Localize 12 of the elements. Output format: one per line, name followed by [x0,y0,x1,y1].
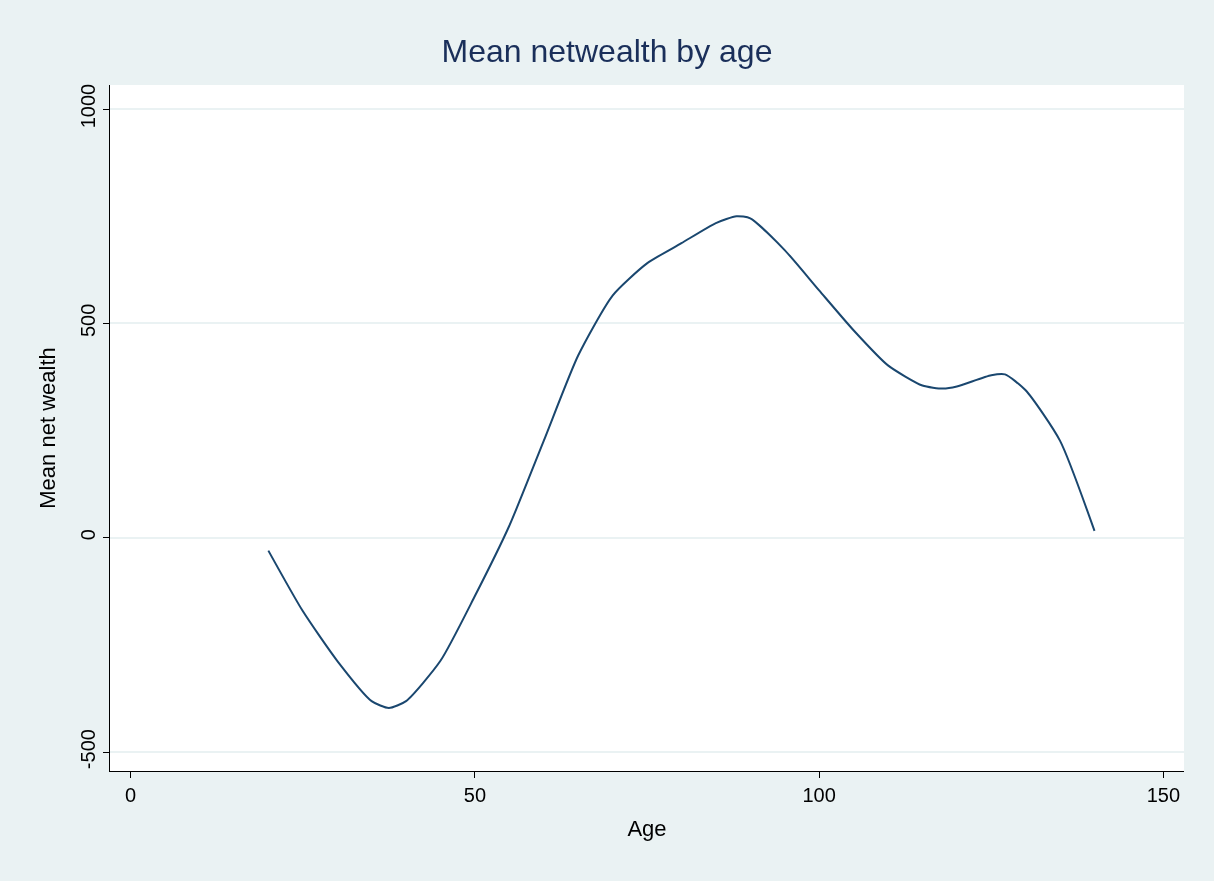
x-tick-label: 0 [125,784,137,806]
y-tick-label: 0 [77,529,99,541]
x-axis-title: Age [627,815,667,841]
x-tick-label: 150 [1146,784,1181,806]
y-tick-label: 1000 [77,83,99,129]
x-tick-label: 50 [463,784,487,806]
line-series [267,215,1096,709]
x-tick-label: 100 [802,784,836,806]
y-axis-title: Mean net wealth [34,347,60,509]
y-tick-label: -500 [77,729,99,770]
y-tick-label: 500 [77,303,99,338]
chart-title: Mean netwealth by age [441,33,773,70]
